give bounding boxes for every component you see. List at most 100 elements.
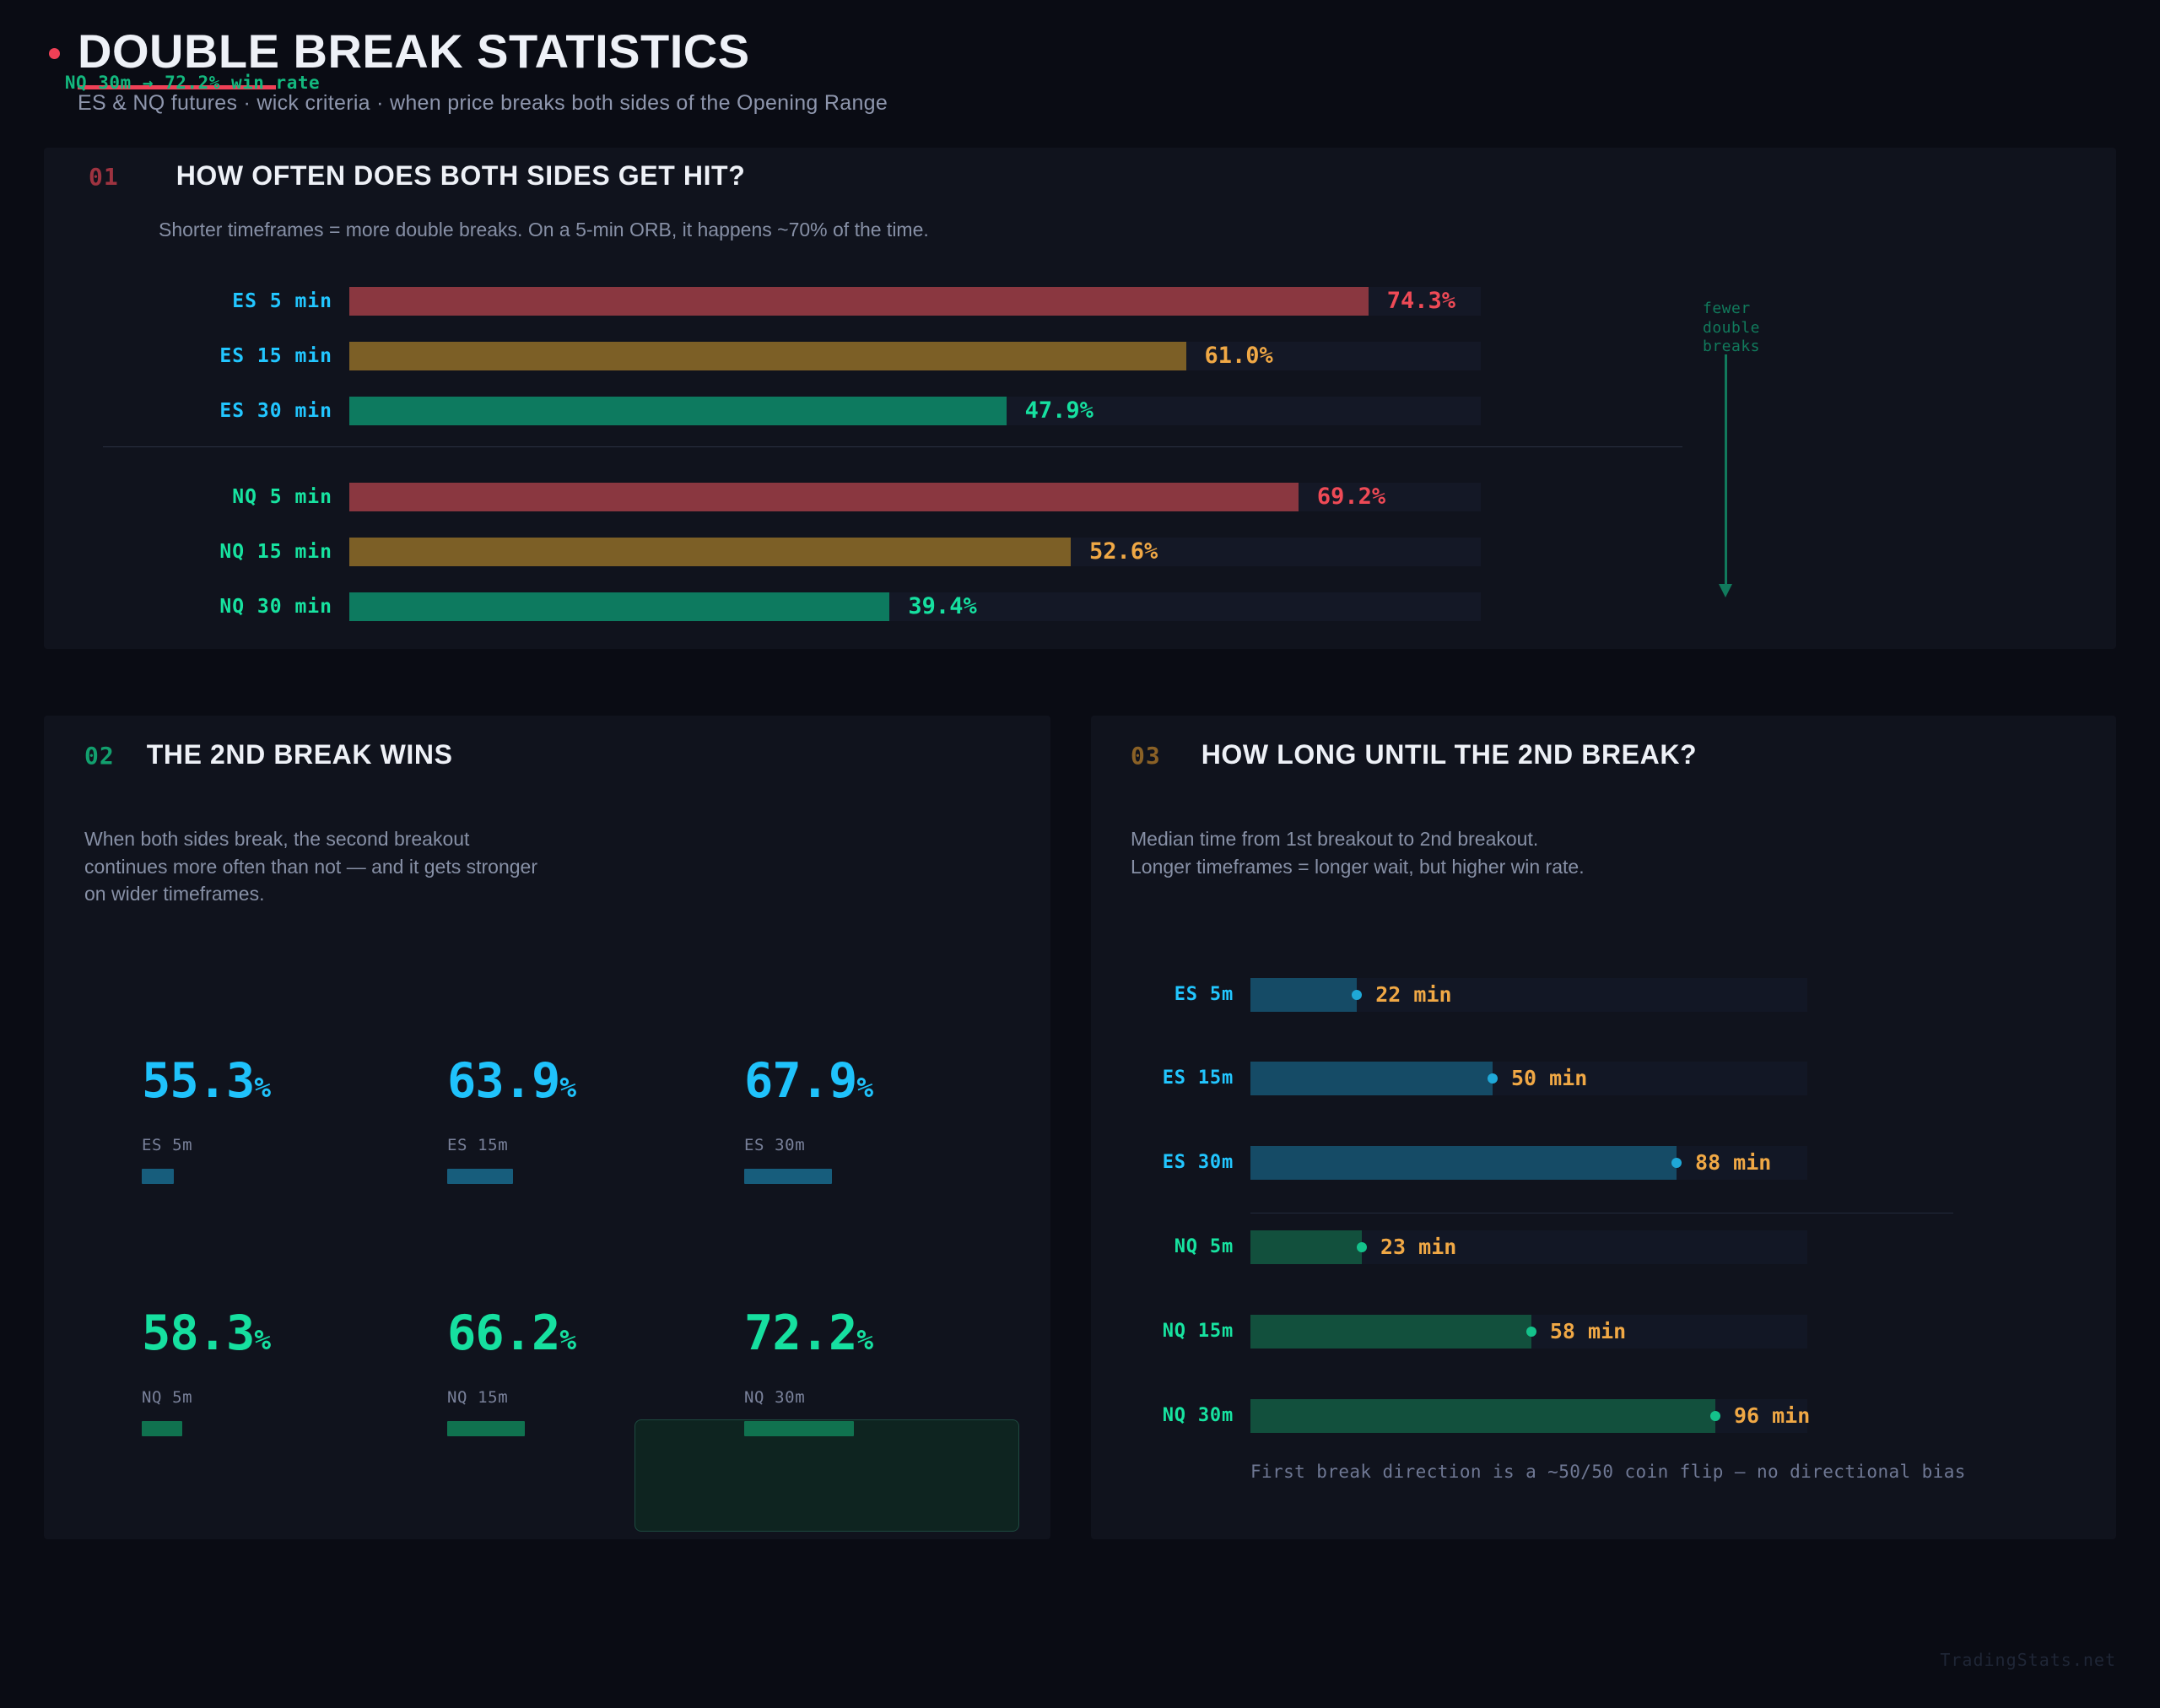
page-header: DOUBLE BREAK STATISTICS ES & NQ futures … xyxy=(0,0,2160,142)
section-02-title: THE 2ND BREAK WINS xyxy=(146,739,453,770)
page-subtitle: ES & NQ futures · wick criteria · when p… xyxy=(78,91,888,115)
win-rate-mini-bar xyxy=(447,1421,525,1436)
bar-fill xyxy=(1250,978,1358,1012)
bar-fill xyxy=(1250,1399,1715,1433)
section-03-number: 03 xyxy=(1131,742,1161,770)
bar-fill xyxy=(349,342,1186,370)
win-rate-label: ES 5m xyxy=(142,1136,193,1154)
section-03-description-line-1: Median time from 1st breakout to 2nd bre… xyxy=(1131,828,1539,850)
bar-track xyxy=(1250,1146,1807,1180)
section-01-header: 01 HOW OFTEN DOES BOTH SIDES GET HIT? xyxy=(89,160,745,192)
win-rate-mini-bar xyxy=(744,1169,832,1184)
win-rate-value: 55.3% xyxy=(142,1053,271,1109)
bar-label: ES 15m xyxy=(1162,1068,1234,1089)
section-03-header: 03 HOW LONG UNTIL THE 2ND BREAK? xyxy=(1131,739,1697,770)
orb-double-break-row: ES 30 min 47.9% xyxy=(0,397,1903,425)
orb-double-break-row: NQ 15 min 52.6% xyxy=(0,538,1903,566)
bar-label: ES 30 min xyxy=(219,400,332,422)
bar-value: 22 min xyxy=(1375,982,1452,1007)
bar-fill xyxy=(349,592,890,621)
bar-endpoint-dot-icon xyxy=(1671,1158,1682,1168)
section-01-title: HOW OFTEN DOES BOTH SIDES GET HIT? xyxy=(176,160,746,191)
win-rate-stat-cell: 58.3% NQ 5m xyxy=(142,1310,420,1436)
win-rate-label: NQ 30m xyxy=(744,1388,806,1407)
bar-value: 23 min xyxy=(1380,1235,1457,1259)
bar-value: 69.2% xyxy=(1316,484,1386,510)
bar-label: NQ 30m xyxy=(1162,1405,1234,1426)
win-rate-stat-cell: 67.9% ES 30m xyxy=(744,1057,1023,1184)
fewer-double-breaks-annotation: fewer double breaks xyxy=(1703,300,1760,357)
annotation-line-2: double xyxy=(1703,318,1761,337)
annotation-line-3: breaks xyxy=(1703,338,1761,355)
downward-arrow-head-icon xyxy=(1719,584,1732,597)
section-03-title: HOW LONG UNTIL THE 2ND BREAK? xyxy=(1201,739,1698,770)
bar-fill xyxy=(349,483,1299,511)
section-03-footnote: First break direction is a ~50/50 coin f… xyxy=(1250,1462,1966,1482)
orb-double-break-row: NQ 5 min 69.2% xyxy=(0,483,1903,511)
bar-track xyxy=(349,287,1481,316)
median-time-row: NQ 5m 23 min xyxy=(0,1230,1807,1264)
bar-value: 47.9% xyxy=(1024,397,1094,424)
win-rate-stat-cell: 55.3% ES 5m xyxy=(142,1057,420,1184)
bar-fill xyxy=(1250,1146,1677,1180)
bar-track xyxy=(349,592,1481,621)
bar-track xyxy=(1250,1399,1807,1433)
bar-value: 88 min xyxy=(1695,1150,1772,1175)
win-rate-label: NQ 5m xyxy=(142,1388,193,1407)
section-02-number: 02 xyxy=(84,742,115,770)
section-01-description: Shorter timeframes = more double breaks.… xyxy=(159,219,929,241)
orb-double-break-row: ES 5 min 74.3% xyxy=(0,287,1903,316)
bar-fill xyxy=(349,538,1071,566)
section-03-description: Median time from 1st breakout to 2nd bre… xyxy=(1131,825,1772,880)
bar-fill xyxy=(1250,1062,1493,1095)
bar-label: ES 5m xyxy=(1174,984,1234,1005)
bar-value: 39.4% xyxy=(908,593,977,619)
bar-endpoint-dot-icon xyxy=(1709,1411,1720,1421)
win-rate-stat-cell: 72.2% NQ 30m xyxy=(744,1310,1023,1436)
win-rate-mini-bar xyxy=(142,1421,182,1436)
median-time-row: NQ 15m 58 min xyxy=(0,1315,1807,1349)
bar-label: ES 30m xyxy=(1162,1152,1234,1173)
win-rate-value: 63.9% xyxy=(447,1053,576,1109)
highlight-callout-box xyxy=(634,1419,1019,1532)
section-03-description-line-2: Longer timeframes = longer wait, but hig… xyxy=(1131,855,1585,878)
downward-arrow-shaft-icon xyxy=(1725,354,1727,589)
win-rate-value: 66.2% xyxy=(447,1305,576,1361)
page-title: DOUBLE BREAK STATISTICS xyxy=(78,24,750,78)
win-rate-stat-cell: 63.9% ES 15m xyxy=(447,1057,726,1184)
bar-fill xyxy=(349,397,1007,425)
median-time-row: ES 5m 22 min xyxy=(0,978,1807,1012)
section-02-header: 02 THE 2ND BREAK WINS xyxy=(84,739,453,770)
win-rate-value: 67.9% xyxy=(744,1053,873,1109)
bar-label: NQ 5m xyxy=(1174,1236,1234,1257)
win-rate-value: 72.2% xyxy=(744,1305,873,1361)
bar-value: 52.6% xyxy=(1088,538,1158,565)
bar-track xyxy=(349,483,1481,511)
bar-track xyxy=(1250,1230,1807,1264)
bar-value: 58 min xyxy=(1549,1319,1627,1343)
panel-section-02 xyxy=(44,716,1050,1539)
bar-track xyxy=(1250,1062,1807,1095)
orb-double-break-row: ES 15 min 61.0% xyxy=(0,342,1903,370)
bar-endpoint-dot-icon xyxy=(1526,1327,1536,1337)
bar-label: ES 5 min xyxy=(232,290,332,312)
bar-fill xyxy=(349,287,1369,316)
bar-endpoint-dot-icon xyxy=(1352,990,1363,1000)
bar-label: NQ 30 min xyxy=(219,596,332,618)
bar-endpoint-dot-icon xyxy=(1357,1242,1367,1252)
title-wrap: DOUBLE BREAK STATISTICS xyxy=(78,24,750,89)
bar-label: ES 15 min xyxy=(219,345,332,367)
bar-value: 61.0% xyxy=(1204,343,1273,369)
title-underline xyxy=(78,85,276,89)
bar-track xyxy=(1250,978,1807,1012)
accent-dot-icon xyxy=(49,48,60,59)
win-rate-mini-bar xyxy=(744,1421,854,1436)
win-rate-label: NQ 15m xyxy=(447,1388,509,1407)
win-rate-stat-cell: 66.2% NQ 15m xyxy=(447,1310,726,1436)
orb-double-break-row: NQ 30 min 39.4% xyxy=(0,592,1903,621)
win-rate-label: ES 30m xyxy=(744,1136,806,1154)
bar-endpoint-dot-icon xyxy=(1487,1073,1498,1084)
bar-value: 96 min xyxy=(1733,1403,1811,1428)
win-rate-mini-bar xyxy=(142,1169,174,1184)
